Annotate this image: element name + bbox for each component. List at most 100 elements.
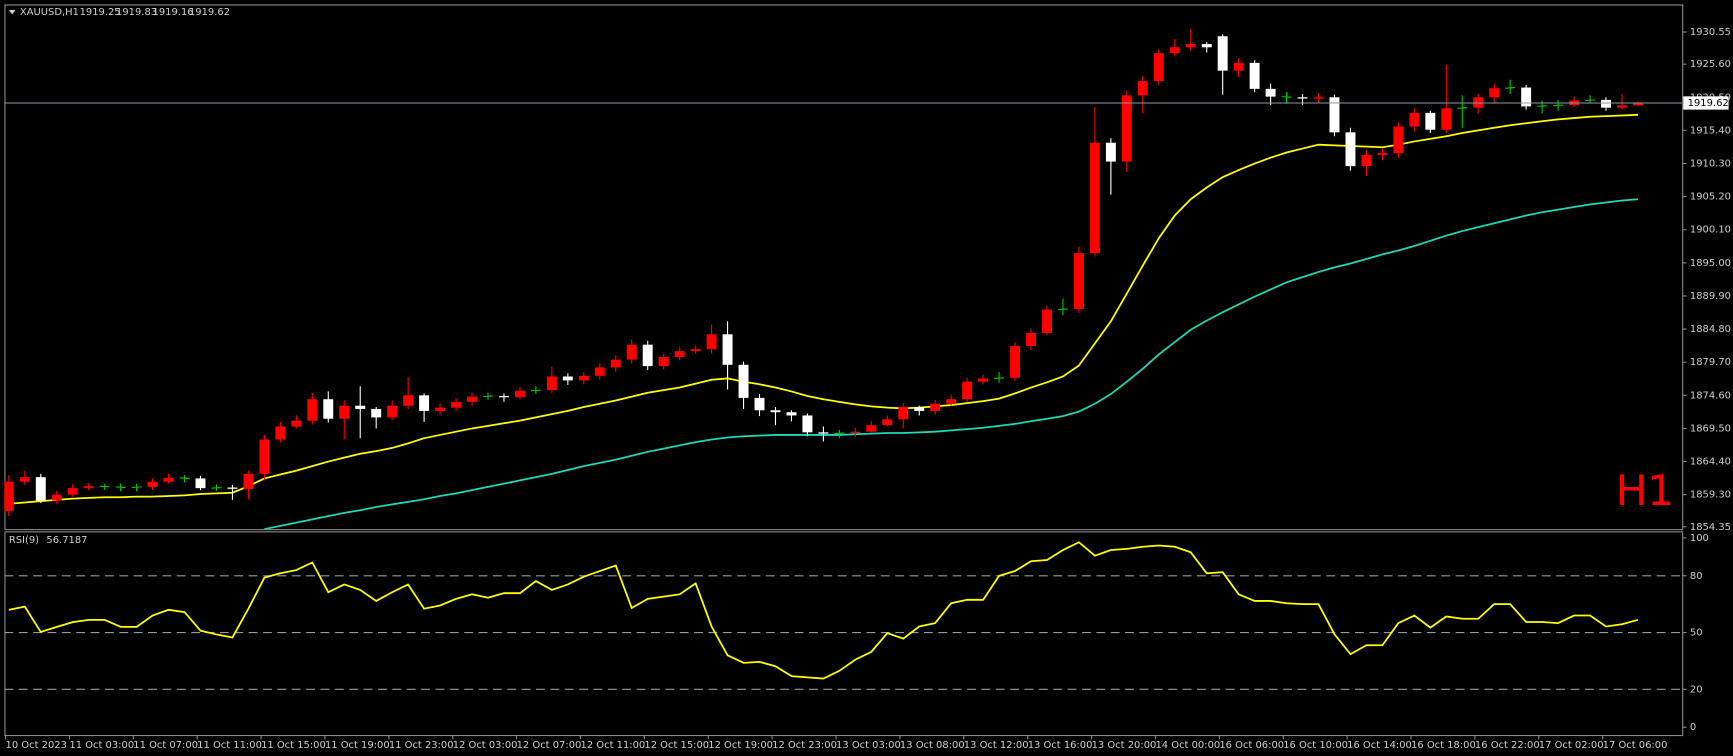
candle-body [211,486,222,489]
x-tick-label: 13 Oct 16:00 [1028,740,1093,751]
candle-body [498,395,509,398]
x-tick-label: 12 Oct 19:00 [708,740,773,751]
candle-body [770,410,781,413]
candle-body [866,425,877,432]
rsi-tick-label: 20 [1690,684,1703,695]
y-tick-label: 1884.80 [1690,324,1731,335]
x-tick-label: 16 Oct 06:00 [1219,740,1284,751]
candle-body [1585,99,1596,102]
y-tick-label: 1879.70 [1690,357,1731,368]
rsi-title: RSI(9) [9,535,39,546]
rsi-tick-label: 0 [1690,722,1696,733]
candle-body [323,399,334,419]
x-tick-label: 13 Oct 03:00 [836,740,901,751]
x-tick-label: 11 Oct 03:00 [69,740,134,751]
candle-body [738,364,749,398]
candle-body [1233,62,1244,71]
candle-body [530,389,541,392]
candle-body [1489,88,1500,98]
candle-body [275,426,286,440]
candle-body [562,376,573,381]
y-tick-label: 1854.35 [1690,522,1731,533]
ohlc-open: 1919.25 [80,7,121,18]
x-tick-label: 11 Oct 15:00 [261,740,326,751]
candle-body [1297,97,1308,99]
candle-body [1057,308,1068,311]
candle-body [1409,112,1420,127]
x-tick-label: 12 Oct 11:00 [581,740,646,751]
candle-body [1329,97,1340,133]
candle-body [1632,102,1643,106]
candle-body [227,487,238,489]
candle-body [243,473,254,489]
candle-body [626,344,637,360]
candle-body [1217,36,1228,71]
candle-body [1601,99,1611,108]
y-tick-label: 1874.60 [1690,390,1731,401]
candle-body [722,334,733,365]
y-tick-label: 1895.00 [1690,258,1731,269]
candle-body [482,395,494,398]
x-tick-label: 16 Oct 22:00 [1475,740,1540,751]
candle-body [1073,253,1084,309]
x-tick-label: 17 Oct 06:00 [1603,740,1668,751]
menu-triangle[interactable] [8,9,16,15]
x-tick-label: 12 Oct 15:00 [644,740,709,751]
candle-body [4,481,14,511]
current-price-box [1683,96,1729,110]
ohlc-close: 1919.62 [189,7,230,18]
x-tick-label: 11 Oct 23:00 [389,740,454,751]
candle-body [1537,105,1548,107]
rsi-plot [4,541,1683,690]
candle-body [115,486,126,489]
candle-body [131,486,142,489]
candle-body [1425,112,1436,130]
candle-body [179,477,190,479]
rsi-tick-label: 100 [1690,533,1709,544]
axes: 1930.551925.601920.501915.401910.301905.… [4,7,1731,751]
candle-body [1521,87,1532,107]
candle-body [1313,97,1324,99]
candle-body [1377,153,1388,156]
candle-body [690,349,701,352]
candle-body [1089,142,1100,254]
x-tick-label: 13 Oct 08:00 [900,740,965,751]
candle-body [1042,309,1052,333]
x-tick-label: 16 Oct 14:00 [1347,740,1412,751]
candle-body [1105,142,1116,162]
x-tick-label: 13 Oct 20:00 [1092,740,1157,751]
candle-body [914,407,925,411]
candle-body [467,396,477,402]
ohlc-low: 1919.16 [153,7,194,18]
y-tick-label: 1910.30 [1690,159,1731,170]
candle-body [163,477,174,482]
candle-body [259,439,270,474]
candle-body [291,420,302,427]
moving-average [264,198,1639,530]
candle-body [147,481,158,487]
candle-body [387,405,398,418]
y-tick-label: 1915.40 [1690,125,1731,136]
y-tick-label: 1864.40 [1690,457,1731,468]
moving-average [8,113,1638,505]
x-tick-label: 16 Oct 18:00 [1411,740,1476,751]
candle-body [850,431,861,433]
candle-body [419,395,430,411]
candle-body [1249,62,1260,89]
rsi-tick-label: 80 [1690,571,1703,582]
candle-body [1505,86,1516,89]
candle-body [451,401,462,408]
candle-body [930,403,941,411]
candle-body [978,378,989,382]
y-tick-label: 1930.55 [1690,27,1731,38]
x-tick-label: 17 Oct 02:00 [1539,740,1604,751]
candle-body [1281,96,1292,98]
candle-body [786,412,797,416]
candle-body [435,407,446,411]
x-tick-label: 12 Oct 07:00 [517,740,582,751]
y-tick-label: 1900.10 [1690,225,1731,236]
candle-body [51,494,62,501]
candle-body [195,478,206,489]
